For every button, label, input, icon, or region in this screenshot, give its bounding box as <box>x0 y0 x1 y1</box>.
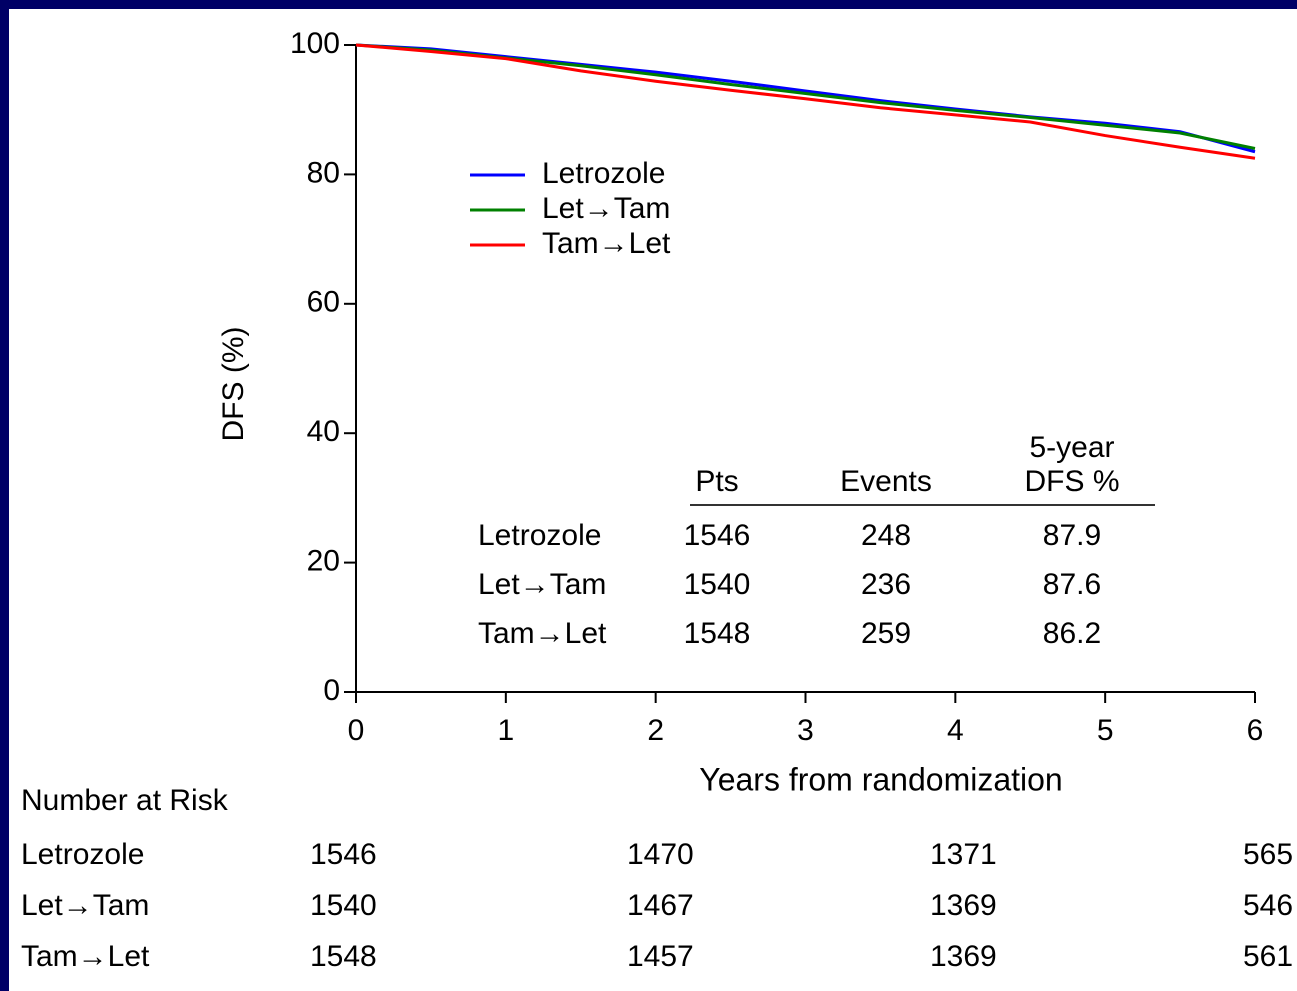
legend-label: Let→Tam <box>542 192 670 225</box>
risk-title: Number at Risk <box>21 784 228 817</box>
risk-cell: 1546 <box>310 838 377 871</box>
table-cell: 1540 <box>683 568 751 601</box>
x-tick-label: 2 <box>647 714 664 747</box>
x-tick-label: 1 <box>497 714 514 747</box>
x-axis-label: Years from randomization <box>699 761 1062 797</box>
table-cell: 236 <box>860 568 912 601</box>
table-header: Events <box>840 465 932 498</box>
chart: DFS (%) Years from randomization 0204060… <box>217 27 1264 798</box>
risk-cell: 1470 <box>627 838 694 871</box>
table-row-label: Let→Tam <box>478 568 607 601</box>
y-tick-label: 0 <box>323 674 340 707</box>
table-header: Pts <box>695 465 739 498</box>
table-header: 5-year DFS % <box>1024 431 1120 498</box>
table-cell: 86.2 <box>1042 617 1102 650</box>
risk-cell: 561 <box>1243 940 1294 973</box>
risk-cell: 1540 <box>310 889 377 922</box>
table-row-label: Tam→Let <box>478 617 607 650</box>
risk-cell: 546 <box>1243 889 1294 922</box>
risk-cell: 1369 <box>930 940 997 973</box>
risk-row-label: Tam→Let <box>21 940 150 973</box>
y-tick-label: 40 <box>307 415 340 448</box>
risk-cell: 1467 <box>627 889 694 922</box>
table-cell: 1548 <box>683 617 751 650</box>
x-tick-label: 4 <box>947 714 964 747</box>
x-tick-label: 5 <box>1097 714 1114 747</box>
table-cell: 87.6 <box>1042 568 1102 601</box>
x-tick-label: 6 <box>1247 714 1264 747</box>
risk-row-label: Letrozole <box>21 838 145 871</box>
table-row-label: Letrozole <box>478 519 602 552</box>
risk-cell: 565 <box>1243 838 1294 871</box>
table-cell: 248 <box>860 519 912 552</box>
x-tick-label: 0 <box>348 714 365 747</box>
table-cell: 259 <box>860 617 912 650</box>
risk-cell: 1457 <box>627 940 694 973</box>
risk-cell: 1548 <box>310 940 377 973</box>
y-tick-label: 100 <box>290 27 340 60</box>
y-tick-label: 80 <box>307 156 340 189</box>
legend-label: Tam→Let <box>542 227 671 260</box>
series-line <box>355 43 1256 160</box>
y-tick-label: 20 <box>307 545 340 578</box>
x-tick-label: 3 <box>797 714 814 747</box>
y-tick-label: 60 <box>307 286 340 319</box>
risk-row-label: Let→Tam <box>21 889 150 922</box>
legend-label: Letrozole <box>542 157 665 190</box>
risk-cell: 1369 <box>930 889 997 922</box>
y-axis-label: DFS (%) <box>217 327 250 442</box>
table-cell: 87.9 <box>1042 519 1102 552</box>
slide-panel: DFS (%) Years from randomization 0 20 40 60… <box>9 9 1297 991</box>
series-line <box>355 43 1256 150</box>
risk-cell: 1371 <box>930 838 997 871</box>
table-cell: 1546 <box>683 519 751 552</box>
